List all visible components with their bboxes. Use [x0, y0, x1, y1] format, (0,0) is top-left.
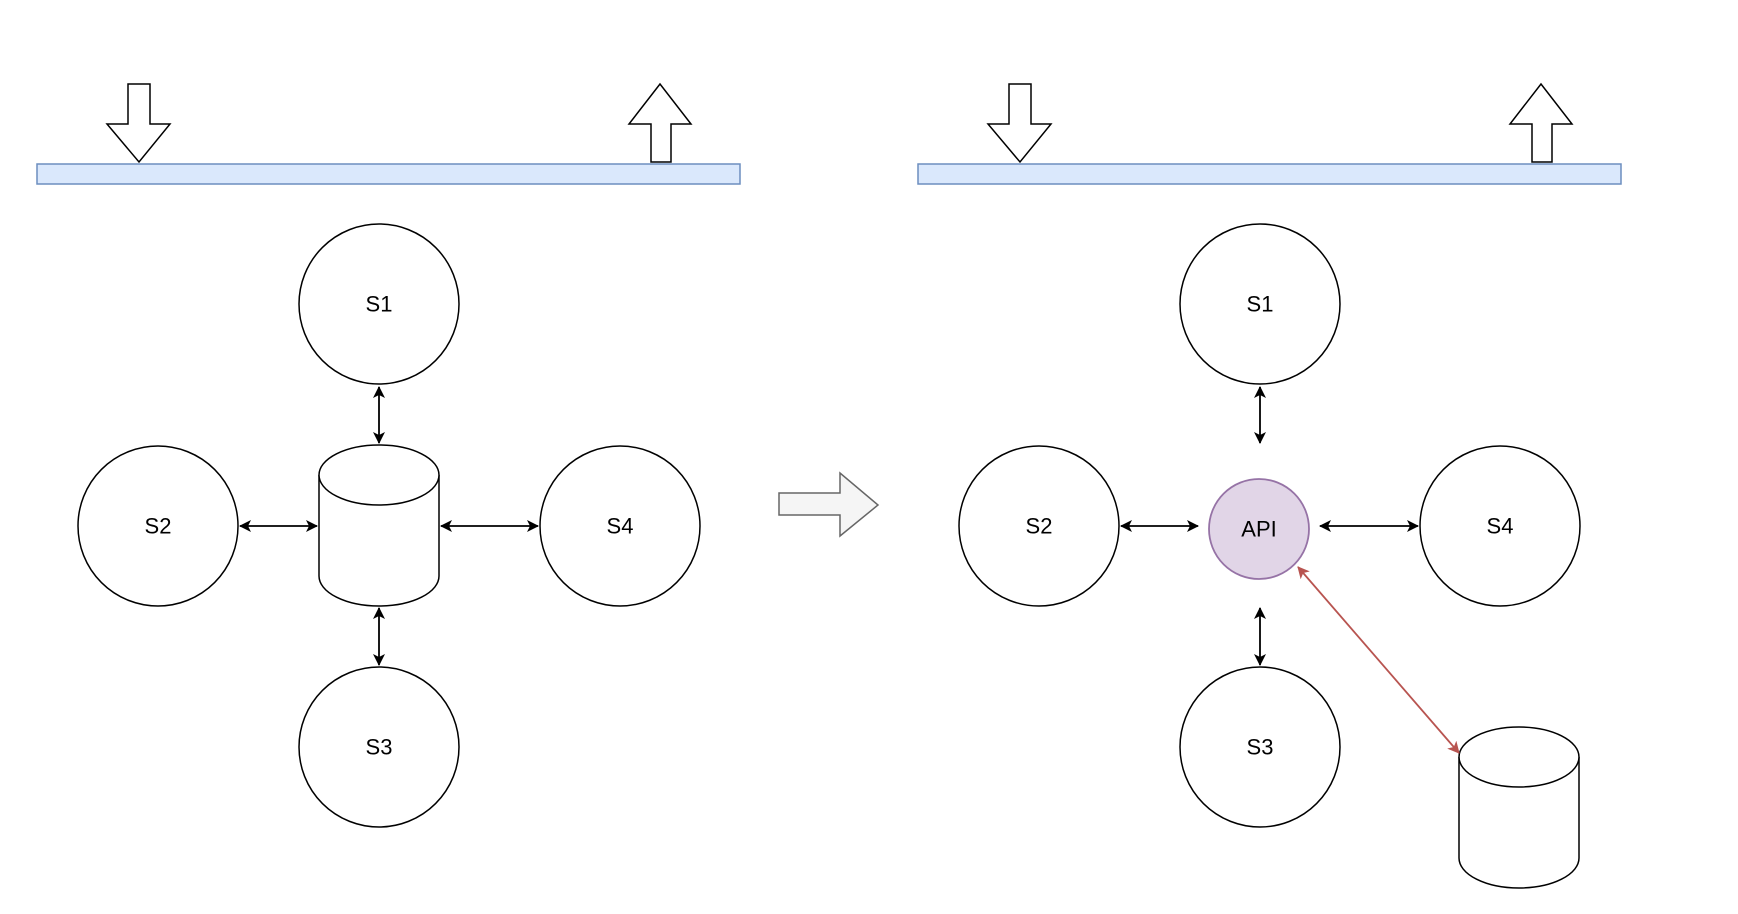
before-service-s2-label: S2 [145, 514, 172, 539]
after-service-s2-label: S2 [1026, 514, 1053, 539]
before-service-s2: S2 [77, 445, 239, 607]
after-message-bus [917, 163, 1622, 185]
before-service-s3-label: S3 [366, 735, 393, 760]
before-service-s4-label: S4 [607, 514, 634, 539]
before-service-s3: S3 [298, 666, 460, 828]
after-architecture: S1 S2 S3 S4 API [917, 82, 1622, 889]
after-service-s1-label: S1 [1247, 292, 1274, 317]
before-message-bus [36, 163, 741, 185]
before-inbound-arrow-icon [105, 83, 172, 164]
before-outbound-arrow-icon [627, 82, 693, 163]
after-service-s1: S1 [1179, 223, 1341, 385]
before-architecture: S1 S2 S3 S4 [36, 82, 741, 828]
api-gateway-label: API [1241, 517, 1276, 542]
after-service-s4: S4 [1419, 445, 1581, 607]
before-service-s4: S4 [539, 445, 701, 607]
after-service-s4-label: S4 [1487, 514, 1514, 539]
after-service-s3-label: S3 [1247, 735, 1274, 760]
before-shared-database-icon [318, 444, 440, 607]
after-service-s2: S2 [958, 445, 1120, 607]
before-service-s1: S1 [298, 223, 460, 385]
after-inbound-arrow-icon [986, 83, 1053, 164]
after-service-s3: S3 [1179, 666, 1341, 828]
before-service-s1-label: S1 [366, 292, 393, 317]
after-outbound-arrow-icon [1508, 82, 1574, 163]
after-link-api-database [1297, 566, 1460, 754]
transition-arrow-icon [778, 471, 880, 538]
api-gateway: API [1208, 478, 1310, 580]
after-database-icon [1458, 726, 1580, 889]
